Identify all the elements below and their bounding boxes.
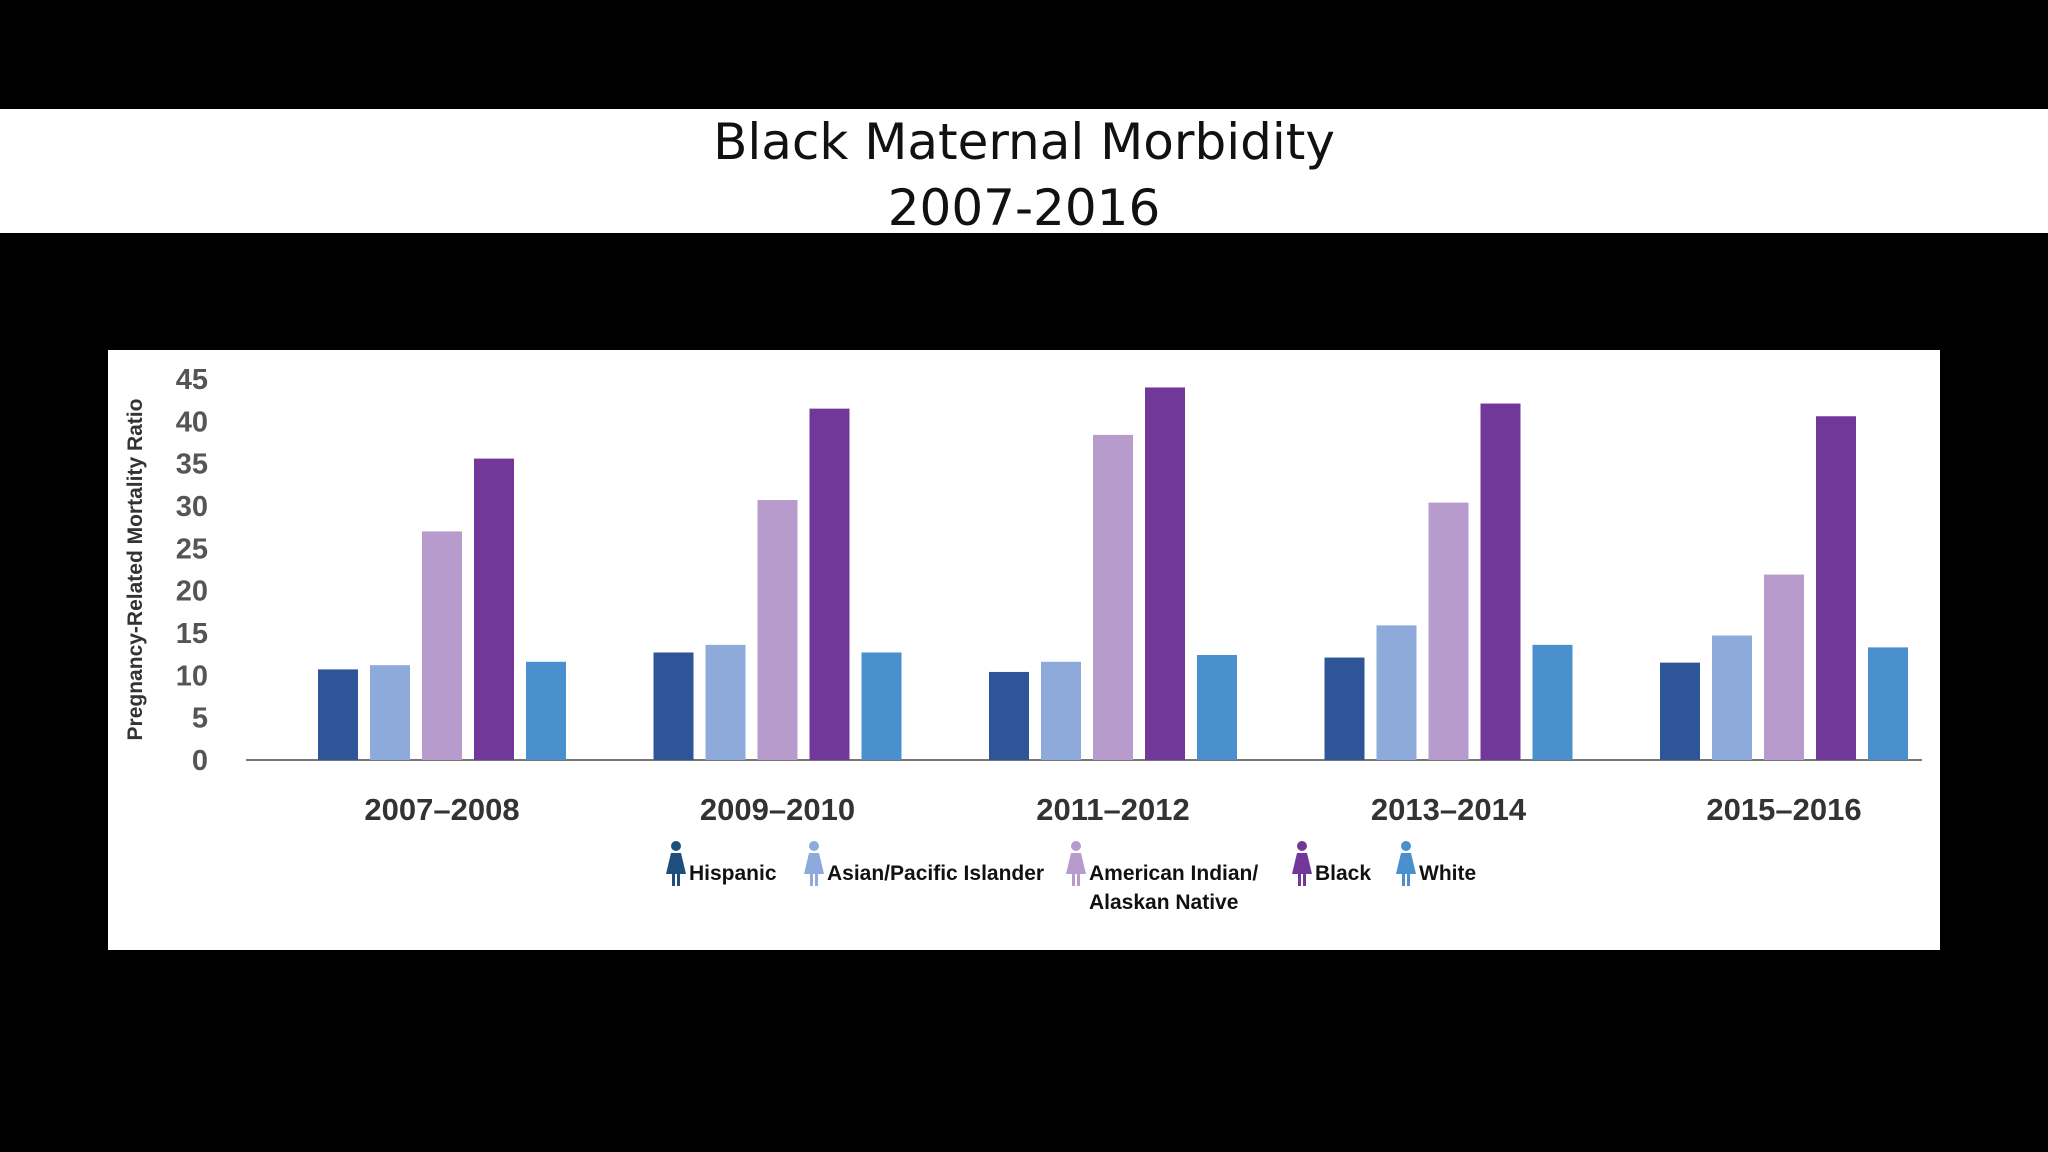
legend-label-american-indian-alaskan-native: Alaskan Native [1089, 891, 1238, 914]
chart-panel: Pregnancy-Related Mortality Ratio 0 5 10 15 2… [108, 350, 1940, 950]
bar-black-2007-2008 [474, 458, 514, 760]
y-axis-label: Pregnancy-Related Mortality Ratio [124, 399, 147, 741]
bar-black-2011-2012 [1145, 387, 1185, 760]
woman-figure-icon [1396, 841, 1416, 886]
bar-american-indian-alaskan-native-2011-2012 [1093, 434, 1133, 760]
slide-subtitle: 2007-2016 [887, 179, 1161, 237]
legend-label-hispanic: Hispanic [689, 862, 777, 885]
bar-chart: Pregnancy-Related Mortality Ratio 0 5 10 15 2… [124, 364, 1922, 914]
woman-figure-icon [666, 841, 686, 886]
bar-hispanic-2011-2012 [989, 671, 1029, 760]
y-tick-label: 20 [176, 576, 208, 608]
bar-black-2009-2010 [809, 408, 850, 760]
bar-american-indian-alaskan-native-2015-2016 [1764, 574, 1804, 760]
y-tick-label: 40 [176, 406, 208, 438]
bar-black-2015-2016 [1816, 416, 1856, 760]
legend-label-american-indian-alaskan-native: American Indian/ [1089, 862, 1258, 885]
bar-asian-pacific-islander-2011-2012 [1041, 661, 1081, 760]
bar-american-indian-alaskan-native-2009-2010 [757, 500, 798, 760]
woman-figure-icon [1066, 841, 1086, 886]
legend-label-black: Black [1315, 862, 1371, 885]
bar-white-2007-2008 [526, 661, 566, 760]
bar-white-2011-2012 [1197, 655, 1237, 760]
bar-hispanic-2015-2016 [1660, 662, 1700, 760]
bar-american-indian-alaskan-native-2013-2014 [1428, 502, 1469, 760]
bar-black-2013-2014 [1480, 403, 1521, 760]
title-band: Black Maternal Morbidity 2007-2016 [0, 109, 2048, 237]
bar-asian-pacific-islander-2007-2008 [370, 665, 410, 760]
bar-white-2013-2014 [1532, 644, 1573, 760]
bar-hispanic-2009-2010 [653, 652, 694, 760]
y-tick-label: 30 [176, 491, 208, 523]
y-tick-label: 15 [176, 618, 208, 650]
woman-figure-icon [1292, 841, 1312, 886]
bar-hispanic-2007-2008 [318, 669, 358, 760]
bar-american-indian-alaskan-native-2007-2008 [422, 531, 462, 760]
x-category-label: 2009–2010 [700, 792, 855, 827]
bar-asian-pacific-islander-2015-2016 [1712, 635, 1752, 760]
legend-label-white: White [1419, 862, 1476, 885]
y-tick-label: 45 [176, 364, 208, 396]
y-tick-label: 5 [192, 703, 208, 735]
x-category-label: 2011–2012 [1036, 792, 1189, 827]
bar-asian-pacific-islander-2009-2010 [705, 644, 746, 760]
woman-figure-icon [804, 841, 824, 886]
y-tick-label: 10 [176, 660, 208, 692]
y-tick-label: 25 [176, 533, 208, 565]
bar-asian-pacific-islander-2013-2014 [1376, 625, 1417, 760]
y-tick-label: 35 [176, 449, 208, 481]
bar-white-2015-2016 [1868, 647, 1908, 760]
x-category-label: 2013–2014 [1371, 792, 1527, 827]
slide-title: Black Maternal Morbidity [713, 113, 1335, 171]
x-category-label: 2015–2016 [1706, 792, 1861, 827]
y-tick-label: 0 [192, 745, 208, 777]
bar-hispanic-2013-2014 [1324, 657, 1365, 760]
x-category-label: 2007–2008 [364, 792, 519, 827]
bar-white-2009-2010 [861, 652, 902, 760]
legend-label-asian-pacific-islander: Asian/Pacific Islander [827, 862, 1044, 885]
